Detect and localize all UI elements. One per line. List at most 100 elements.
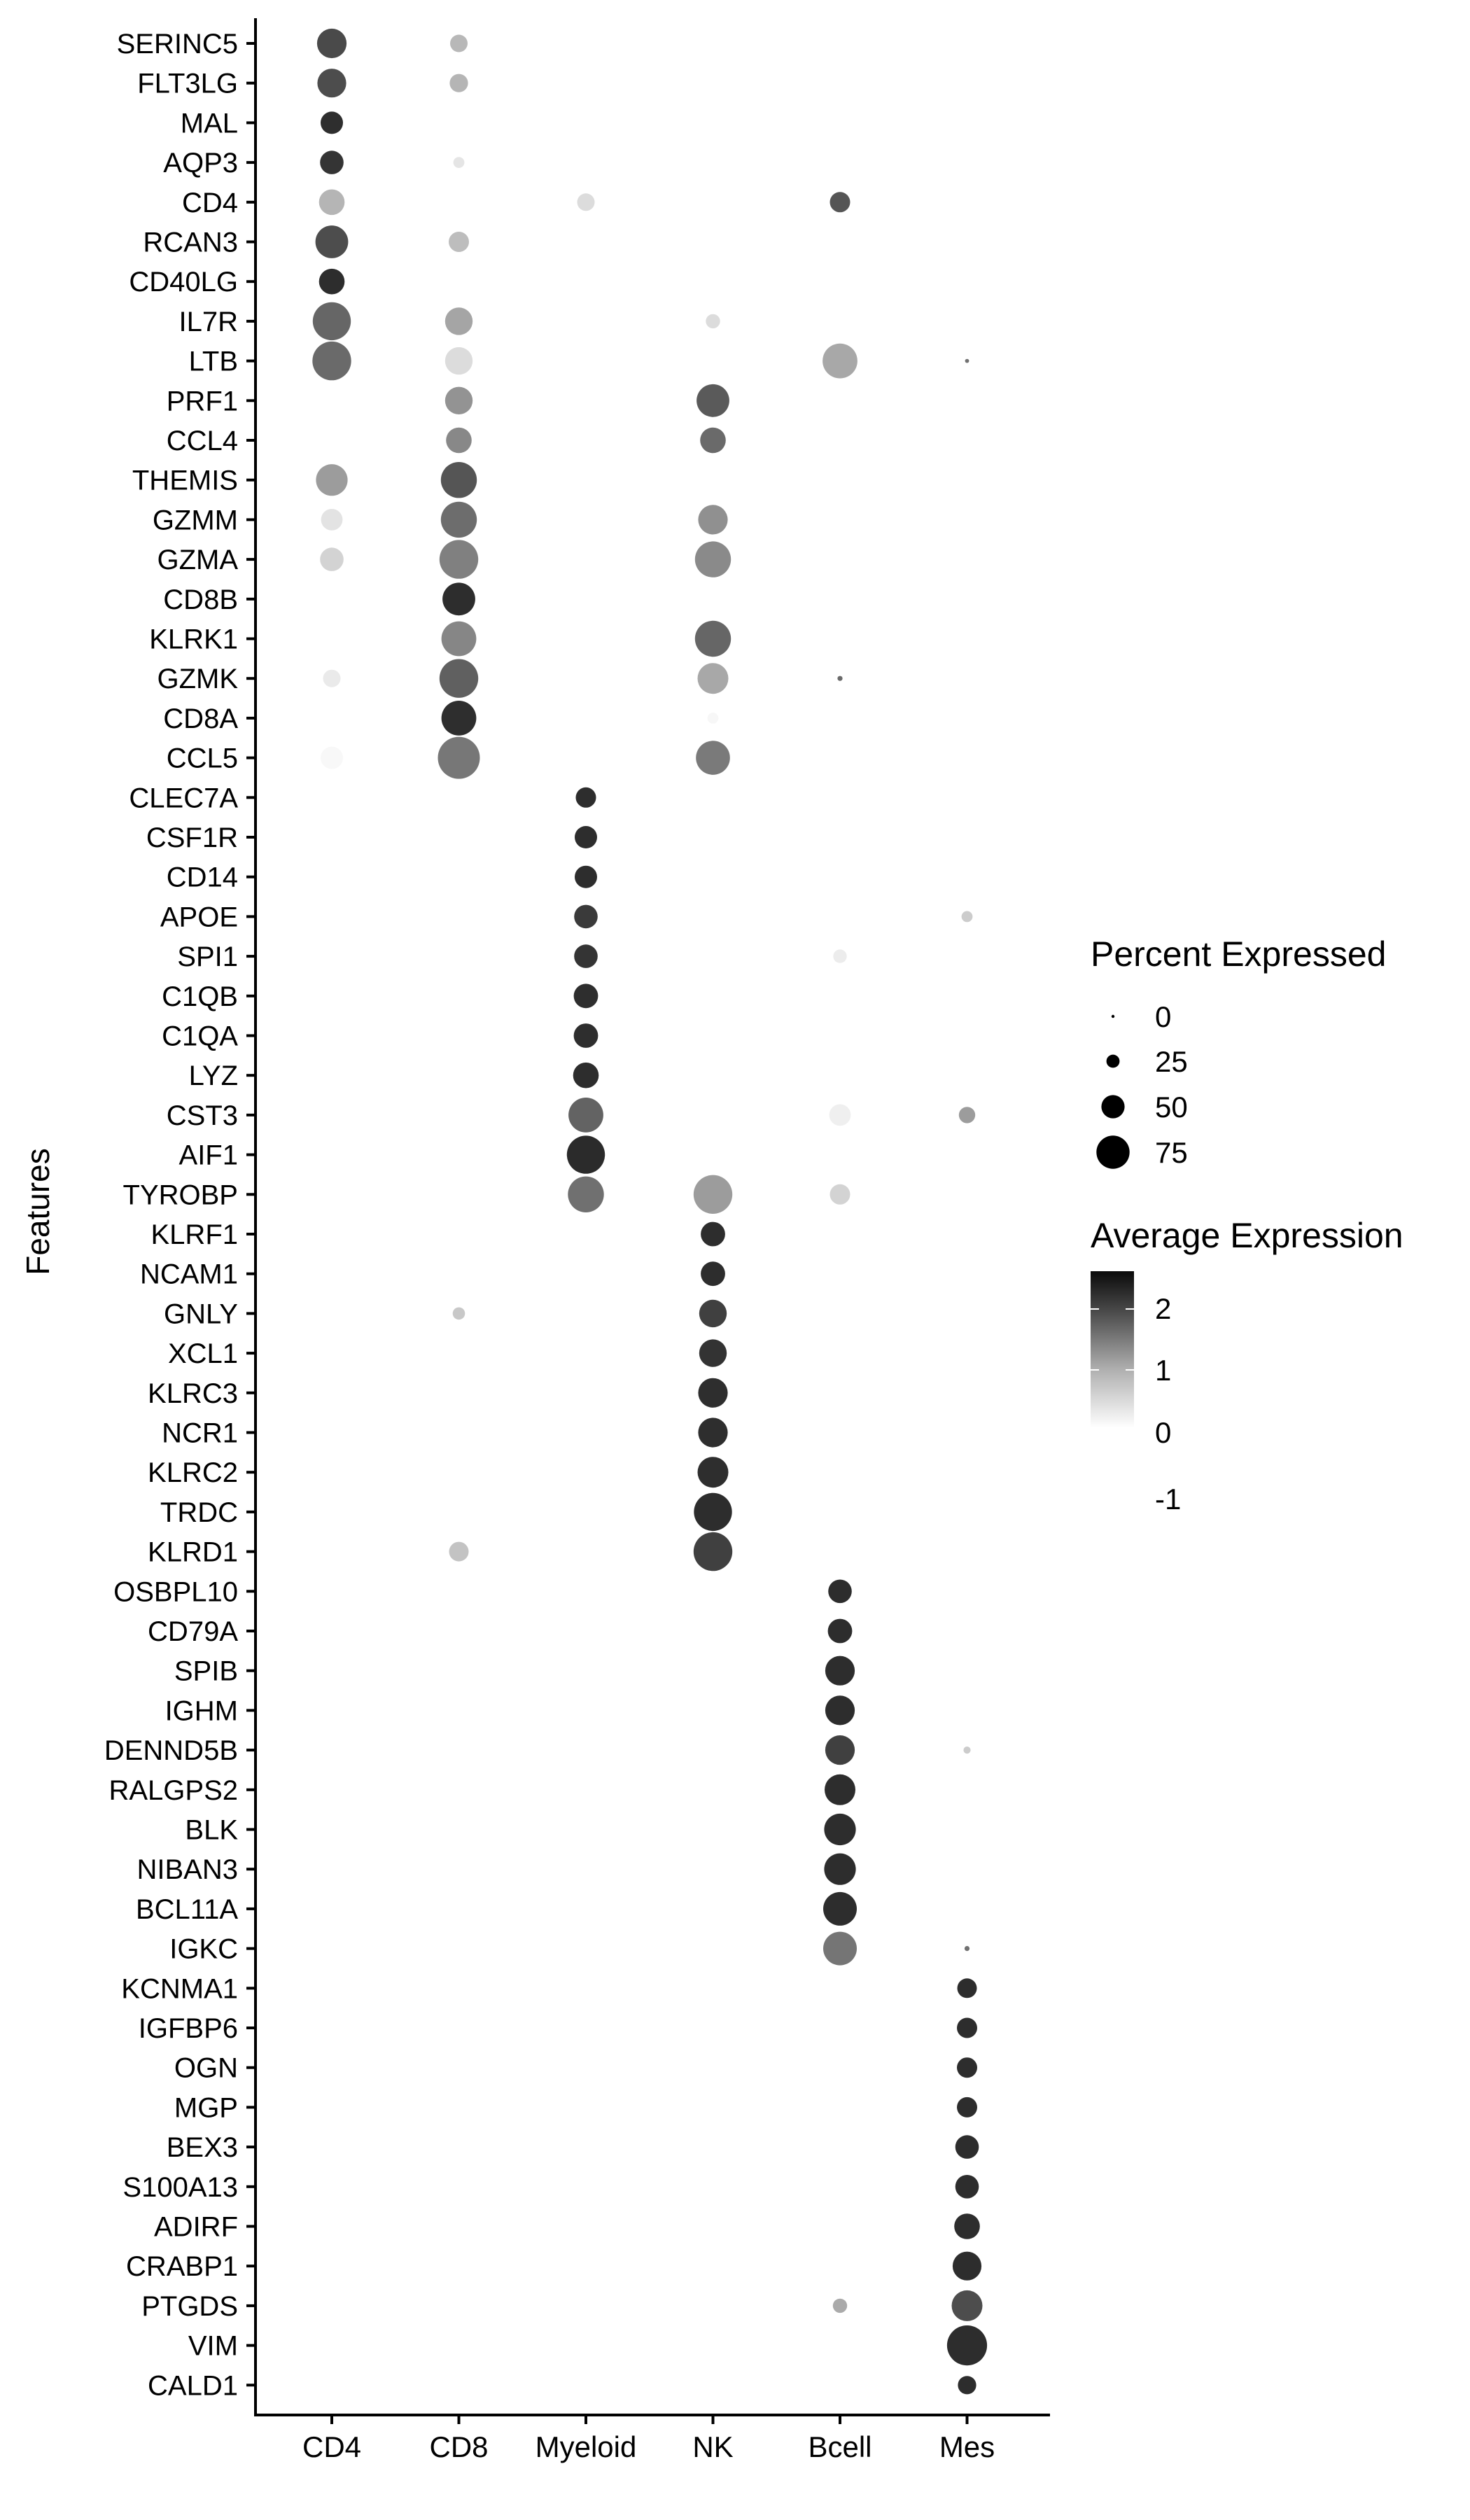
dot-C1QA-Myeloid (573, 1023, 598, 1048)
gene-label: KLRC2 (148, 1457, 238, 1488)
dot-KLRD1-NK (693, 1532, 733, 1572)
size-legend-dot (1111, 1014, 1115, 1018)
gene-label: KLRC3 (148, 1378, 238, 1409)
gene-label: THEMIS (132, 465, 238, 496)
gene-label: TYROBP (123, 1180, 238, 1210)
gene-label: C1QB (162, 981, 238, 1012)
gene-label: BEX3 (167, 2132, 238, 2163)
gene-label: CD8B (163, 584, 238, 615)
dot-SPI1-Myeloid (574, 944, 598, 968)
dot-CST3-Myeloid (568, 1098, 603, 1133)
gene-label: AIF1 (179, 1140, 238, 1171)
dot-RALGPS2-Bcell (825, 1774, 855, 1805)
dot-CRABP1-Mes (952, 2251, 982, 2281)
dot-CST3-Bcell (829, 1104, 851, 1126)
dot-TYROBP-Bcell (830, 1184, 850, 1205)
dot-CCL5-CD4 (321, 746, 343, 769)
gene-label: OGN (174, 2053, 238, 2084)
dot-AQP3-CD4 (320, 150, 344, 174)
size-legend-dot (1096, 1135, 1130, 1169)
dot-CCL4-NK (700, 427, 726, 454)
gene-label: CCL4 (167, 426, 238, 456)
dot-PRF1-CD8 (444, 386, 473, 414)
gene-label: CLEC7A (129, 783, 238, 813)
gene-label: CD8A (163, 704, 238, 734)
dot-CD4-Myeloid (577, 193, 595, 211)
dot-GZMM-CD8 (440, 501, 477, 538)
size-legend: Percent Expressed 0 25 50 75 (1091, 934, 1386, 1169)
dot-IGKC-Bcell (823, 1931, 857, 1966)
dot-CD4-CD4 (318, 189, 345, 216)
color-legend-label: 0 (1155, 1416, 1171, 1449)
gene-label: SPI1 (177, 941, 238, 972)
dot-IGHM-Bcell (825, 1695, 855, 1726)
gene-label: CCL5 (167, 743, 238, 774)
gene-label: IGFBP6 (139, 2013, 238, 2044)
size-legend-dot (1106, 1054, 1120, 1068)
dot-VIM-Mes (946, 2325, 988, 2366)
dot-DENND5B-Bcell (825, 1735, 855, 1765)
dot-BEX3-Mes (955, 2135, 979, 2159)
dot-CCL4-CD8 (446, 427, 472, 454)
dot-THEMIS-CD8 (440, 462, 477, 498)
gene-label: LTB (189, 346, 238, 377)
dot-PRF1-NK (696, 384, 729, 417)
dot-GZMK-Bcell (837, 676, 843, 681)
gene-label: CD40LG (129, 267, 238, 298)
dot-NCR1-NK (698, 1418, 728, 1448)
dot-LTB-CD4 (312, 341, 351, 381)
dot-NIBAN3-Bcell (824, 1853, 856, 1885)
dot-RCAN3-CD4 (315, 225, 349, 258)
gene-label: C1QA (162, 1021, 238, 1052)
gene-label: CD4 (182, 188, 238, 218)
dot-CD14-Myeloid (575, 865, 597, 888)
dot-KLRF1-NK (701, 1222, 725, 1247)
x-tick-label: Mes (939, 2430, 995, 2463)
dot-IL7R-CD8 (444, 307, 473, 335)
dot-APOE-Mes (961, 911, 973, 923)
dot-GZMA-CD8 (439, 540, 479, 579)
x-tick-label: NK (692, 2430, 733, 2463)
gene-label: BCL11A (136, 1894, 238, 1925)
dot-CLEC7A-Myeloid (575, 787, 596, 808)
dot-LTB-Bcell (822, 343, 858, 379)
dot-MGP-Mes (957, 2096, 977, 2118)
dot-CSF1R-Myeloid (575, 826, 597, 848)
gene-label: DENND5B (104, 1735, 238, 1766)
y-axis-title: Features (20, 1148, 56, 1275)
gene-label: GNLY (164, 1298, 238, 1329)
gene-label: APOE (160, 902, 238, 932)
dot-CST3-Mes (958, 1107, 976, 1124)
dot-GZMM-CD4 (321, 509, 343, 531)
size-legend-label: 0 (1155, 1000, 1171, 1033)
gene-label: IGKC (169, 1934, 238, 1965)
dot-CALD1-Mes (958, 2376, 976, 2395)
gene-label: PTGDS (141, 2291, 238, 2322)
dot-AIF1-Myeloid (566, 1135, 606, 1174)
dot-GZMM-NK (698, 505, 728, 535)
dot-CD4-Bcell (830, 192, 850, 213)
gene-label: OSBPL10 (113, 1576, 238, 1607)
gene-label: SERINC5 (117, 29, 238, 59)
size-legend-dot (1101, 1095, 1125, 1119)
dot-IGKC-Mes (964, 1946, 970, 1952)
dot-BCL11A-Bcell (823, 1891, 857, 1926)
gene-label: XCL1 (168, 1338, 238, 1369)
dot-DENND5B-Mes (963, 1746, 971, 1754)
gene-label: GZMK (157, 664, 238, 694)
dot-OSBPL10-Bcell (828, 1579, 852, 1604)
dot-TYROBP-Myeloid (568, 1176, 604, 1213)
dot-RCAN3-CD8 (449, 232, 469, 252)
gene-label: RALGPS2 (108, 1775, 238, 1806)
dot-CD40LG-CD4 (318, 268, 345, 295)
dot-CCL5-NK (696, 741, 730, 775)
x-tick-label: CD8 (429, 2430, 488, 2463)
dot-CD79A-Bcell (827, 1618, 853, 1644)
dot-SERINC5-CD4 (316, 28, 347, 59)
dot-KLRC3-NK (698, 1378, 728, 1408)
gene-label: CST3 (167, 1100, 238, 1131)
gene-label: KCNMA1 (121, 1973, 238, 2004)
dot-SERINC5-CD8 (450, 34, 468, 52)
gene-label: CD79A (148, 1616, 238, 1647)
